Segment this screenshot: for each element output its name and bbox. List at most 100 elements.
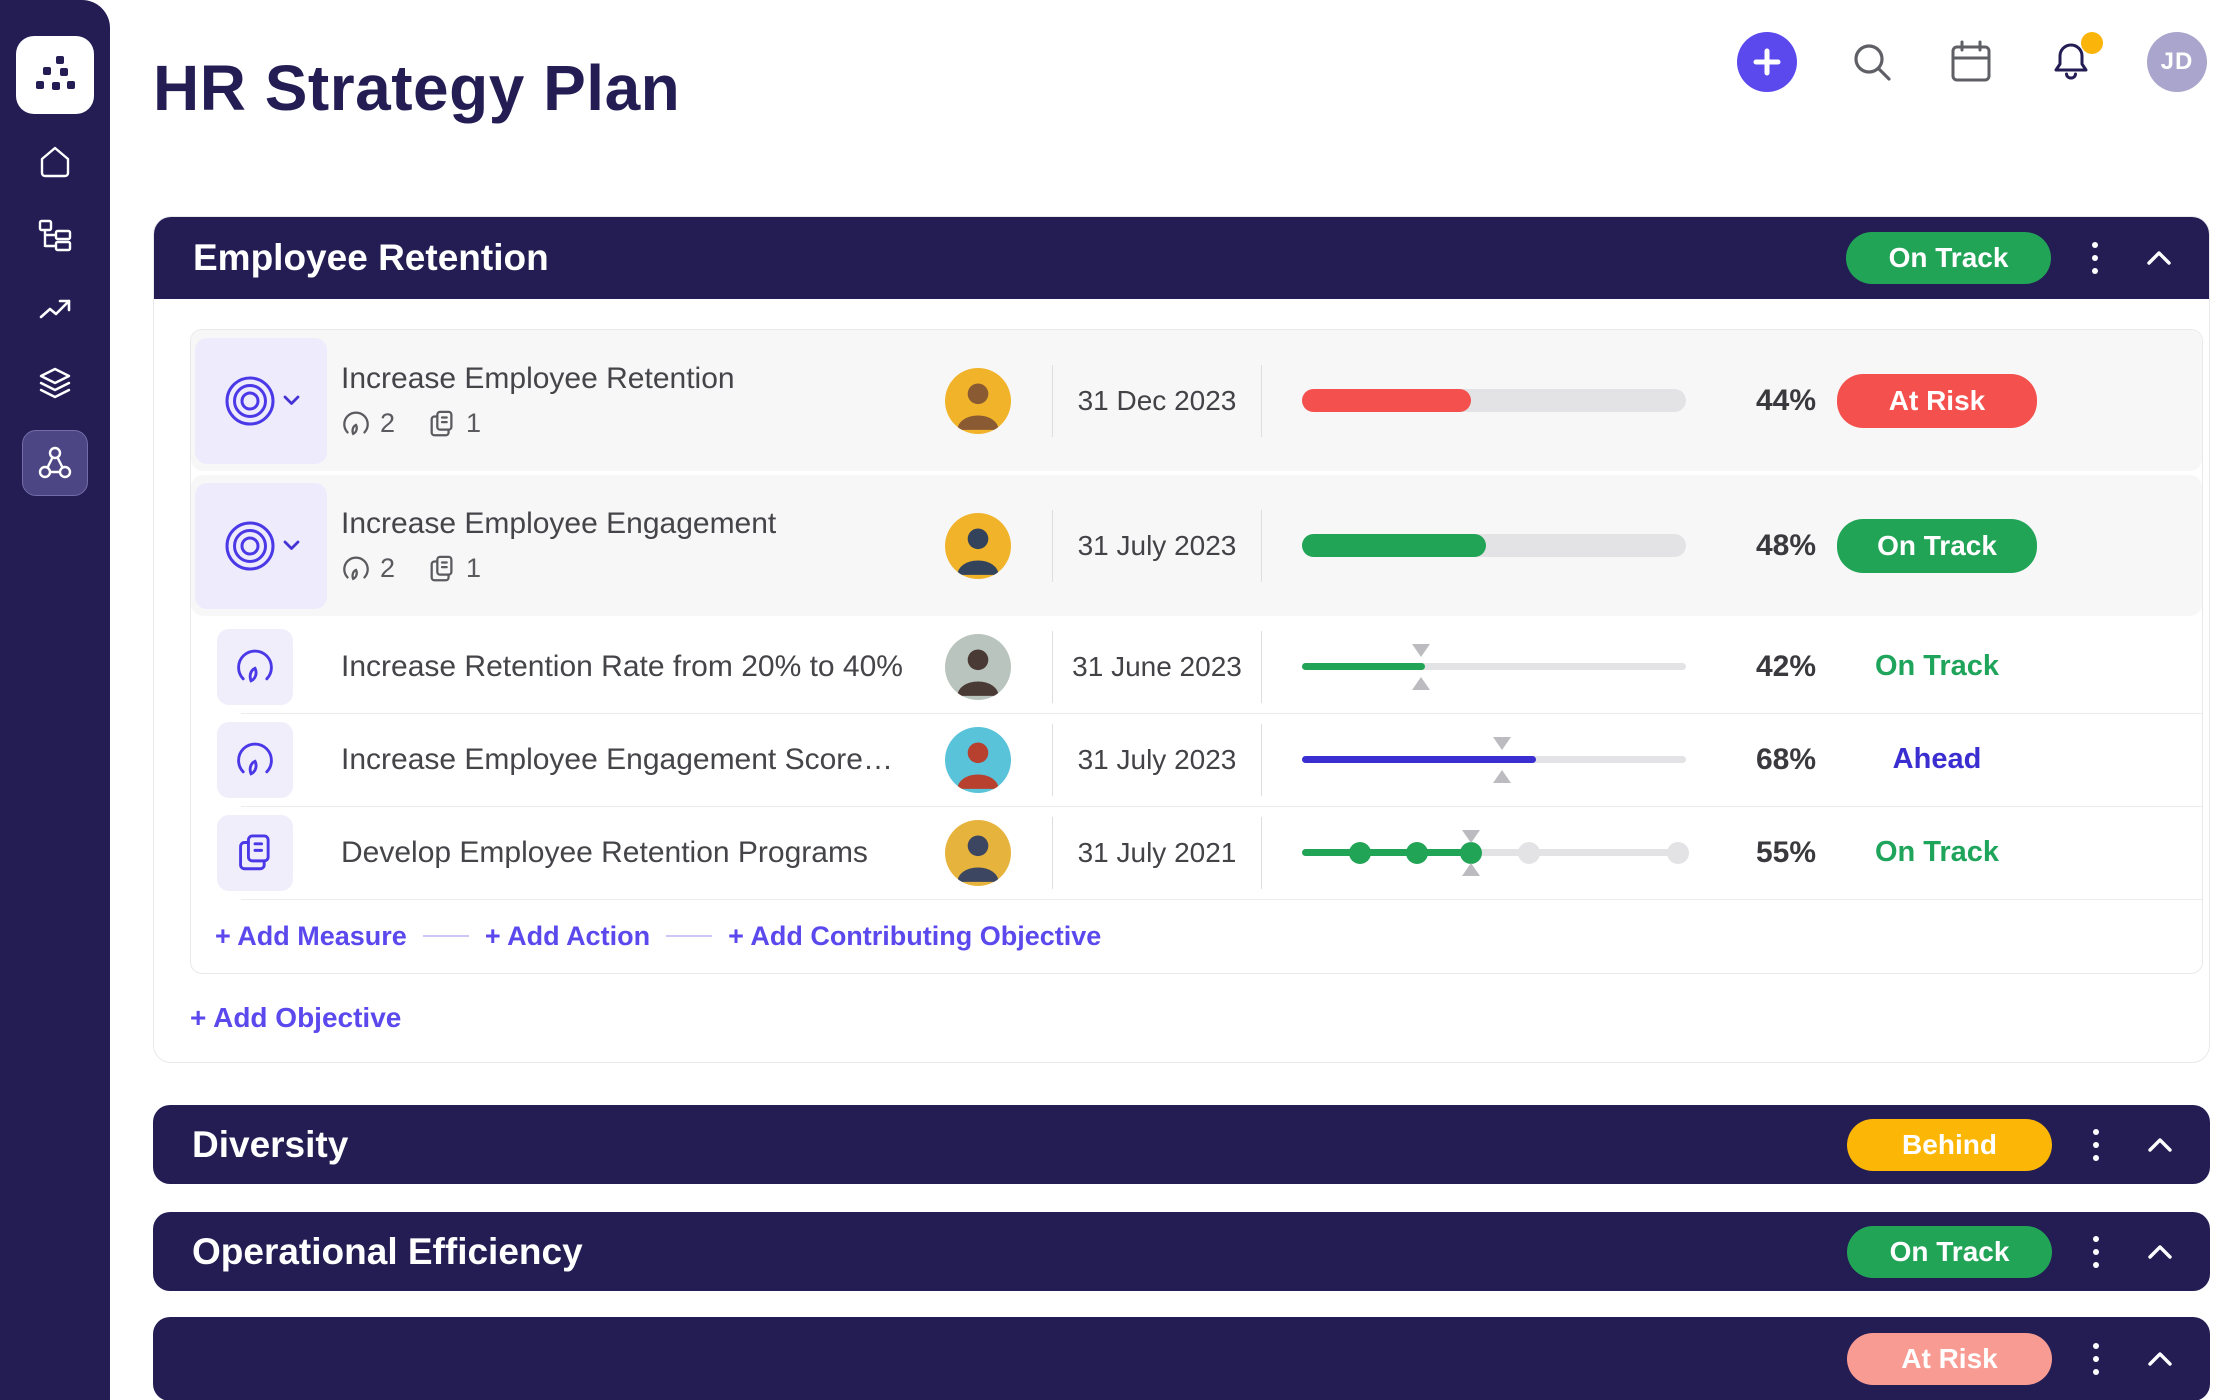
section-diversity[interactable]: Diversity Behind bbox=[153, 1105, 2210, 1184]
divider bbox=[1052, 723, 1053, 796]
measure-count: 2 bbox=[380, 408, 396, 438]
divider bbox=[1261, 364, 1262, 437]
gauge-icon bbox=[237, 742, 273, 776]
documents-icon bbox=[239, 833, 270, 870]
action-row: Develop Employee Retention Programs 31 J… bbox=[191, 806, 2202, 899]
measure-row: Increase Employee Engagement Score… 31 J… bbox=[191, 713, 2202, 806]
collapse-button[interactable] bbox=[2139, 236, 2179, 280]
owner-avatar[interactable] bbox=[945, 367, 1011, 434]
measure-row: Increase Retention Rate from 20% to 40% … bbox=[191, 620, 2202, 713]
topbar: JD bbox=[1737, 32, 2207, 92]
link-separator bbox=[422, 935, 469, 937]
user-avatar[interactable]: JD bbox=[2147, 32, 2207, 92]
page-title: HR Strategy Plan bbox=[153, 52, 681, 124]
sidebar-item-layers[interactable] bbox=[33, 362, 77, 406]
progress-bar bbox=[1302, 389, 1686, 412]
due-date: 31 July 2023 bbox=[1077, 529, 1237, 561]
status-badge[interactable]: Behind bbox=[1847, 1118, 2052, 1171]
measure-title[interactable]: Increase Retention Rate from 20% to 40% bbox=[341, 649, 903, 683]
measure-count-icon bbox=[343, 410, 369, 435]
sidebar-item-trends[interactable] bbox=[33, 288, 77, 332]
owner-avatar[interactable] bbox=[945, 726, 1011, 793]
due-date: 31 July 2021 bbox=[1077, 836, 1237, 868]
add-measure-link[interactable]: + Add Measure bbox=[215, 920, 407, 951]
notifications-button[interactable] bbox=[2047, 32, 2103, 86]
sidebar-item-home[interactable] bbox=[33, 140, 77, 184]
add-objective-link[interactable]: + Add Objective bbox=[190, 1002, 402, 1033]
objective-icon-tile[interactable] bbox=[195, 337, 327, 464]
sidebar bbox=[0, 0, 110, 1400]
progress-percent: 48% bbox=[1756, 528, 1817, 562]
section-partial[interactable]: At Risk bbox=[153, 1317, 2210, 1400]
divider bbox=[1261, 630, 1262, 703]
measure-icon-tile[interactable] bbox=[217, 721, 293, 798]
measure-title[interactable]: Increase Employee Engagement Score… bbox=[341, 742, 893, 776]
chevron-up-icon bbox=[2148, 1244, 2172, 1259]
target-icon bbox=[225, 376, 275, 425]
calendar-icon bbox=[1951, 40, 1991, 82]
sidebar-item-strategy-map[interactable] bbox=[22, 430, 88, 496]
owner-avatar[interactable] bbox=[945, 819, 1011, 886]
more-menu-button[interactable] bbox=[2078, 1337, 2114, 1381]
action-title[interactable]: Develop Employee Retention Programs bbox=[341, 835, 868, 869]
collapse-button[interactable] bbox=[2140, 1123, 2180, 1167]
progress-percent: 55% bbox=[1756, 835, 1817, 869]
collapse-button[interactable] bbox=[2140, 1230, 2180, 1274]
home-icon bbox=[40, 146, 70, 178]
due-date: 31 June 2023 bbox=[1072, 650, 1242, 682]
due-date: 31 Dec 2023 bbox=[1077, 384, 1237, 416]
owner-avatar[interactable] bbox=[945, 633, 1011, 700]
objective-row: Increase Employee Engagement 2 1 bbox=[191, 475, 2202, 616]
divider bbox=[1052, 630, 1053, 703]
divider bbox=[1052, 816, 1053, 889]
status-badge[interactable]: At Risk bbox=[1837, 373, 2037, 428]
objective-title[interactable]: Increase Employee Engagement bbox=[341, 507, 777, 540]
more-menu-button[interactable] bbox=[2077, 236, 2113, 280]
section-header[interactable]: Employee Retention On Track bbox=[154, 217, 2209, 299]
plus-icon bbox=[1753, 48, 1781, 76]
objectives-panel: Increase Employee Retention 2 1 bbox=[190, 329, 2203, 974]
progress-bar bbox=[1302, 643, 1686, 690]
status-text: On Track bbox=[1874, 650, 2000, 682]
add-links-row: + Add Measure + Add Action + Add Contrib… bbox=[191, 899, 2202, 973]
search-button[interactable] bbox=[1849, 39, 1895, 85]
status-badge[interactable]: On Track bbox=[1847, 1225, 2052, 1278]
section-operational-efficiency[interactable]: Operational Efficiency On Track bbox=[153, 1212, 2210, 1291]
owner-avatar[interactable] bbox=[945, 512, 1011, 579]
target-icon bbox=[225, 521, 275, 570]
chevron-up-icon bbox=[2147, 251, 2171, 265]
calendar-button[interactable] bbox=[1947, 38, 1995, 86]
divider bbox=[1261, 723, 1262, 796]
bell-icon bbox=[2054, 43, 2088, 80]
progress-percent: 42% bbox=[1756, 649, 1817, 683]
divider bbox=[1261, 816, 1262, 889]
add-action-link[interactable]: + Add Action bbox=[484, 920, 651, 951]
chevron-up-icon bbox=[2148, 1352, 2172, 1366]
chevron-down-icon bbox=[283, 395, 300, 405]
measure-icon-tile[interactable] bbox=[217, 628, 293, 705]
more-menu-button[interactable] bbox=[2078, 1230, 2114, 1274]
add-button[interactable] bbox=[1737, 32, 1797, 92]
action-icon-tile[interactable] bbox=[217, 814, 293, 891]
app-logo[interactable] bbox=[16, 36, 94, 114]
hierarchy-icon bbox=[38, 219, 72, 252]
due-date: 31 July 2023 bbox=[1077, 743, 1237, 775]
action-count: 1 bbox=[466, 408, 482, 438]
section-title: Operational Efficiency bbox=[192, 1230, 583, 1272]
sidebar-item-hierarchy[interactable] bbox=[33, 214, 77, 258]
status-badge[interactable]: At Risk bbox=[1847, 1333, 2052, 1385]
status-badge[interactable]: On Track bbox=[1846, 232, 2051, 284]
more-menu-button[interactable] bbox=[2078, 1123, 2114, 1167]
logo-dots-icon bbox=[36, 56, 75, 90]
objective-counts: 2 1 bbox=[341, 553, 922, 584]
action-count-icon bbox=[430, 410, 453, 436]
progress-bar bbox=[1302, 534, 1686, 557]
action-count-icon bbox=[430, 555, 453, 581]
status-badge[interactable]: On Track bbox=[1837, 518, 2037, 573]
objective-icon-tile[interactable] bbox=[195, 482, 327, 609]
status-text: Ahead bbox=[1892, 743, 1982, 775]
objective-title[interactable]: Increase Employee Retention bbox=[341, 362, 735, 395]
collapse-button[interactable] bbox=[2140, 1337, 2180, 1381]
add-contributing-objective-link[interactable]: + Add Contributing Objective bbox=[728, 920, 1102, 951]
progress-bar bbox=[1302, 829, 1690, 876]
